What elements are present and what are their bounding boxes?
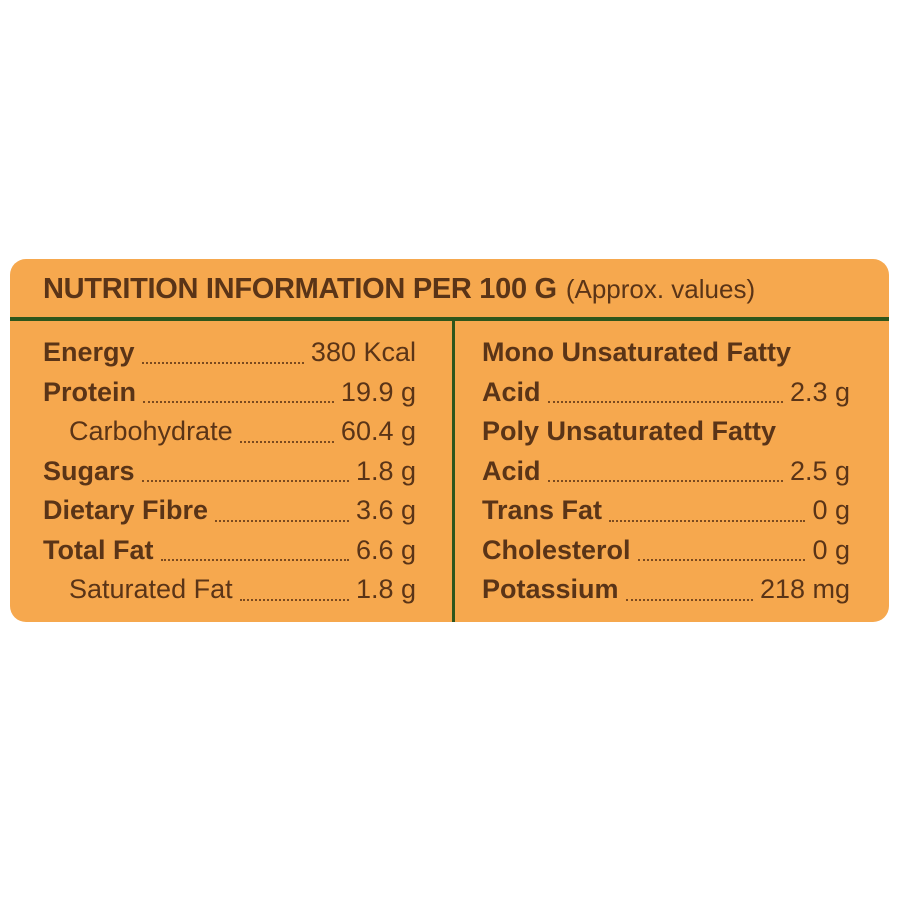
nutrient-label: Potassium (482, 574, 619, 605)
dotted-leader (141, 361, 304, 364)
nutrient-value: 3.6 g (355, 495, 416, 526)
nutrient-label: Mono Unsaturated Fatty (482, 337, 792, 368)
nutrient-label: Acid (482, 455, 541, 486)
nutrient-value: 0 g (812, 495, 850, 526)
nutrient-value: 6.6 g (355, 534, 416, 565)
dotted-leader (547, 480, 783, 482)
nutrition-table: Energy 380 Kcal Protein 19.9 g Carbohydr… (10, 321, 889, 622)
row-mono-unsaturated-fatty: Mono Unsaturated Fatty (482, 333, 850, 373)
nutrient-label: Acid (482, 376, 541, 407)
nutrient-value: 380 Kcal (310, 337, 416, 368)
nutrient-label: Sugars (43, 455, 135, 486)
header-title: NUTRITION INFORMATION PER 100 G (43, 272, 557, 305)
right-column: Mono Unsaturated Fatty Acid 2.3 g Poly U… (455, 321, 889, 622)
dotted-leader (547, 401, 783, 403)
row-dietary-fibre: Dietary Fibre 3.6 g (43, 491, 416, 531)
nutrient-label: Trans Fat (482, 495, 603, 526)
nutrient-label: Cholesterol (482, 534, 631, 565)
nutrient-value: 0 g (812, 534, 850, 565)
nutrient-label: Dietary Fibre (43, 495, 209, 526)
nutrient-value: 1.8 g (355, 574, 416, 605)
row-mono-acid-value: Acid 2.3 g (482, 373, 850, 413)
dotted-leader (143, 401, 334, 403)
row-sugars: Sugars 1.8 g (43, 452, 416, 492)
dotted-leader (637, 559, 806, 561)
column-divider-line (452, 321, 455, 622)
nutrient-value: 19.9 g (340, 376, 416, 407)
nutrient-label: Energy (43, 337, 135, 368)
row-cholesterol: Cholesterol 0 g (482, 531, 850, 571)
row-poly-unsaturated-fatty: Poly Unsaturated Fatty (482, 412, 850, 452)
nutrient-label: Poly Unsaturated Fatty (482, 416, 777, 447)
dotted-leader (141, 480, 349, 482)
nutrient-value: 2.3 g (789, 376, 850, 407)
header-note: (Approx. values) (565, 273, 756, 304)
dotted-leader (160, 559, 349, 561)
nutrient-value: 60.4 g (340, 416, 416, 447)
nutrient-label: Protein (43, 376, 137, 407)
nutrient-label: Carbohydrate (69, 416, 233, 447)
row-carbohydrate: Carbohydrate 60.4 g (43, 412, 416, 452)
nutrient-value: 218 mg (759, 574, 850, 605)
nutrient-value: 1.8 g (355, 455, 416, 486)
dotted-leader (215, 519, 349, 522)
dotted-leader (239, 598, 349, 601)
row-saturated-fat: Saturated Fat 1.8 g (43, 570, 416, 610)
row-energy: Energy 380 Kcal (43, 333, 416, 373)
dotted-leader (625, 598, 753, 601)
nutrition-label: NUTRITION INFORMATION PER 100 G (Approx.… (10, 259, 889, 622)
nutrient-value: 2.5 g (789, 455, 850, 486)
nutrient-label: Total Fat (43, 534, 154, 565)
row-poly-acid-value: Acid 2.5 g (482, 452, 850, 492)
row-total-fat: Total Fat 6.6 g (43, 531, 416, 571)
row-trans-fat: Trans Fat 0 g (482, 491, 850, 531)
row-potassium: Potassium 218 mg (482, 570, 850, 610)
dotted-leader (609, 519, 806, 522)
header-divider-line (10, 317, 889, 321)
nutrition-header: NUTRITION INFORMATION PER 100 G (Approx.… (10, 259, 889, 317)
nutrient-label: Saturated Fat (69, 574, 233, 605)
row-protein: Protein 19.9 g (43, 373, 416, 413)
left-column: Energy 380 Kcal Protein 19.9 g Carbohydr… (10, 321, 452, 622)
dotted-leader (239, 440, 334, 443)
